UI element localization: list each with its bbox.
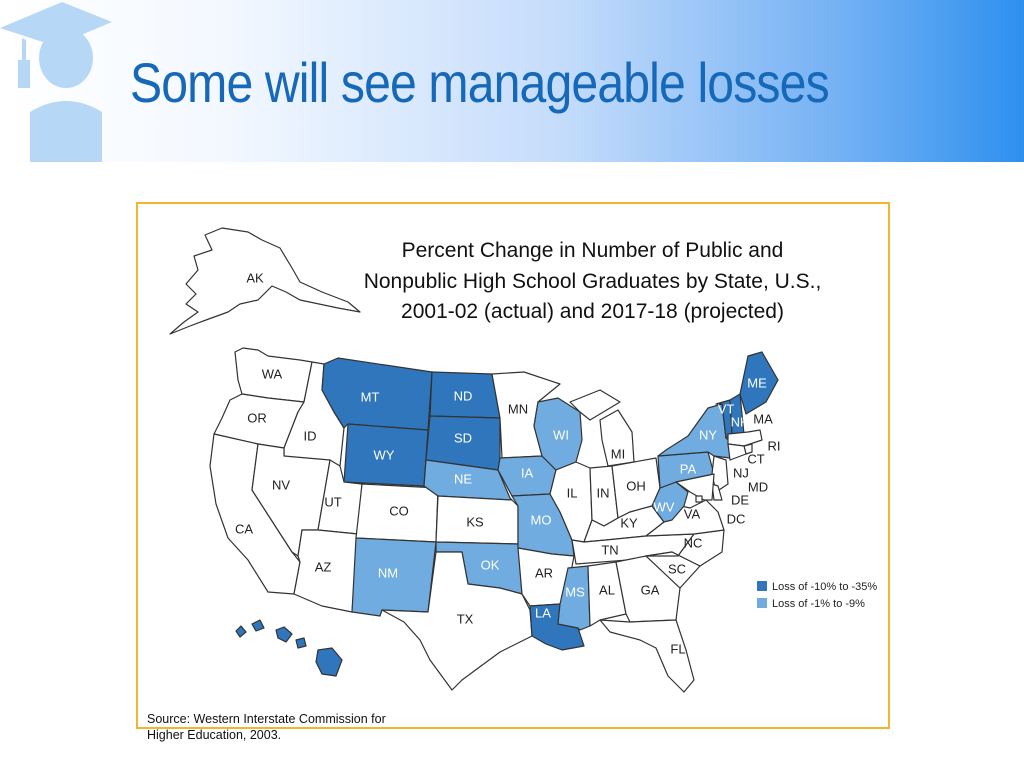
legend-label: Loss of -1% to -9% xyxy=(772,598,865,610)
state-label-al: AL xyxy=(599,582,615,597)
state-label-ky: KY xyxy=(620,515,638,530)
map-title: Percent Change in Number of Public and N… xyxy=(310,236,875,328)
state-label-ny: NY xyxy=(699,427,717,442)
state-label-co: CO xyxy=(389,503,409,518)
legend-label: Loss of -10% to -35% xyxy=(772,581,877,593)
state-ct xyxy=(727,443,747,461)
state-label-ak: AK xyxy=(246,270,264,285)
state-label-nj: NJ xyxy=(733,465,749,480)
legend-swatch xyxy=(757,598,767,608)
state-label-sd: SD xyxy=(454,430,472,445)
state-label-or: OR xyxy=(247,410,267,425)
state-label-ok: OK xyxy=(481,557,500,572)
state-label-nv: NV xyxy=(272,477,290,492)
state-al xyxy=(587,561,627,627)
state-label-nm: NM xyxy=(378,565,398,580)
state-fl xyxy=(599,619,695,693)
graduate-icon xyxy=(0,2,112,162)
state-label-mn: MN xyxy=(508,401,528,416)
state-label-oh: OH xyxy=(626,478,646,493)
state-label-wa: WA xyxy=(262,366,283,381)
map-title-line: Nonpublic High School Graduates by State… xyxy=(363,269,822,293)
state-md xyxy=(675,473,715,501)
state-label-il: IL xyxy=(567,485,578,500)
state-label-ms: MS xyxy=(565,584,585,599)
state-label-vt: VT xyxy=(718,401,735,416)
state-label-la: LA xyxy=(535,605,551,620)
source-line: Source: Western Interstate Commission fo… xyxy=(147,712,386,726)
legend-swatch xyxy=(757,581,767,591)
state-tx xyxy=(381,551,533,691)
map-legend: Loss of -10% to -35% Loss of -1% to -9% xyxy=(757,581,877,610)
state-label-dc: DC xyxy=(727,511,746,526)
state-label-ca: CA xyxy=(235,521,253,536)
state-label-az: AZ xyxy=(315,559,332,574)
state-label-me: ME xyxy=(747,375,767,390)
slide-title: Some will see manageable losses xyxy=(130,51,830,114)
state-hi xyxy=(235,619,343,677)
state-label-id: ID xyxy=(304,428,317,443)
source-line: Higher Education, 2003. xyxy=(147,728,282,742)
state-label-ia: IA xyxy=(521,465,534,480)
state-label-mt: MT xyxy=(361,389,380,404)
state-label-tx: TX xyxy=(457,611,474,626)
state-label-fl: FL xyxy=(670,641,685,656)
state-label-ct: CT xyxy=(747,451,764,466)
state-label-ri: RI xyxy=(768,438,781,453)
state-label-nc: NC xyxy=(684,535,703,550)
state-label-ma: MA xyxy=(753,411,773,426)
state-label-va: VA xyxy=(684,506,701,521)
state-label-de: DE xyxy=(731,492,749,507)
state-ak xyxy=(169,227,361,335)
state-nj xyxy=(711,455,729,493)
state-label-nd: ND xyxy=(454,388,473,403)
state-label-ga: GA xyxy=(641,582,660,597)
source-note: Source: Western Interstate Commission fo… xyxy=(147,711,447,743)
state-label-hi: HI xyxy=(287,655,300,670)
state-label-sc: SC xyxy=(668,561,686,576)
state-me xyxy=(739,351,779,415)
state-label-nh: NH xyxy=(731,414,750,429)
state-label-tn: TN xyxy=(601,542,618,557)
map-title-line: 2001-02 (actual) and 2017-18 (projected) xyxy=(401,300,784,323)
state-label-ut: UT xyxy=(324,494,341,509)
map-title-line: Percent Change in Number of Public and xyxy=(401,239,784,262)
state-label-md: MD xyxy=(748,479,768,494)
state-de xyxy=(711,483,723,501)
state-nc xyxy=(645,529,725,567)
state-label-wy: WY xyxy=(374,447,395,462)
state-dc xyxy=(695,495,703,503)
state-label-ar: AR xyxy=(535,565,553,580)
state-label-ks: KS xyxy=(466,514,484,529)
state-label-wv: WV xyxy=(654,499,675,514)
header-banner: Some will see manageable losses xyxy=(0,0,1024,162)
state-label-wi: WI xyxy=(553,427,569,442)
state-label-ne: NE xyxy=(454,471,472,486)
state-label-mi: MI xyxy=(611,446,625,461)
state-label-mo: MO xyxy=(531,512,552,527)
state-label-in: IN xyxy=(597,485,610,500)
state-label-pa: PA xyxy=(680,461,697,476)
